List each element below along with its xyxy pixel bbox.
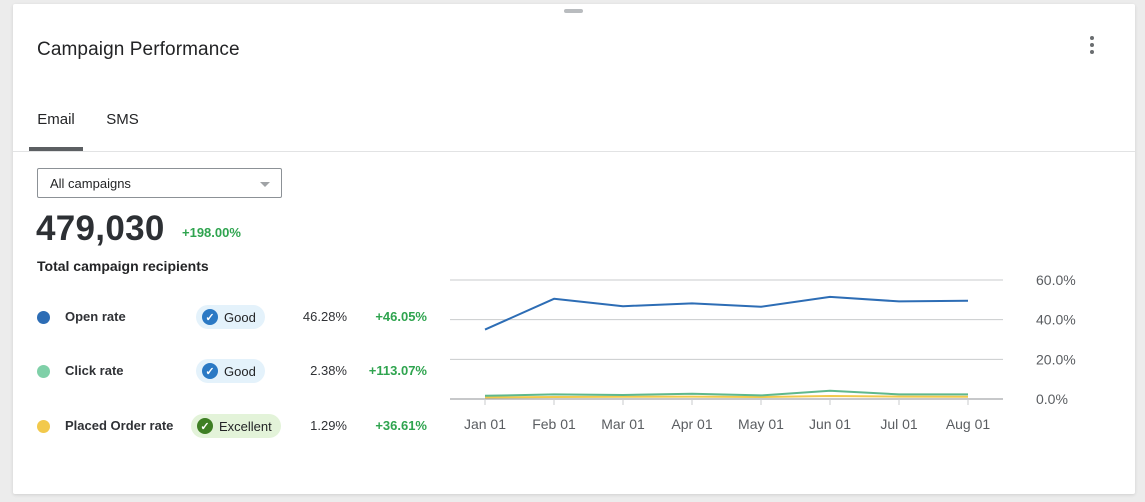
series-color-dot <box>37 420 50 433</box>
x-tick-label: Apr 01 <box>671 416 712 432</box>
x-tick-label: May 01 <box>738 416 784 432</box>
badge-label: Good <box>224 363 256 379</box>
checkmark-icon: ✓ <box>202 309 218 325</box>
caret-down-icon <box>260 182 270 187</box>
metric-name: Open rate <box>65 309 126 324</box>
metric-change: +113.07% <box>368 363 427 378</box>
dropdown-selected-value: All campaigns <box>50 176 131 191</box>
rates-line-chart: 60.0% 40.0% 20.0% 0.0% Jan 01 Feb 01 Mar 01 Apr… <box>450 272 1076 432</box>
total-recipients-change: +198.00% <box>182 225 241 240</box>
series-line <box>484 389 968 397</box>
metric-row-click-rate: Click rate ✓ Good 2.38% +113.07% <box>13 358 443 384</box>
status-badge: ✓ Excellent <box>191 414 281 438</box>
status-badge: ✓ Good <box>196 359 265 383</box>
series-color-dot <box>37 311 50 324</box>
status-badge: ✓ Good <box>196 305 265 329</box>
campaign-performance-card: Campaign Performance Email SMS All campa… <box>13 4 1135 494</box>
checkmark-icon: ✓ <box>197 418 213 434</box>
card-title: Campaign Performance <box>37 39 240 60</box>
metric-name: Click rate <box>65 363 124 378</box>
checkmark-icon: ✓ <box>202 363 218 379</box>
total-recipients-label: Total campaign recipients <box>37 258 209 274</box>
badge-label: Good <box>224 309 256 325</box>
series-line <box>484 395 969 399</box>
y-tick-label: 40.0% <box>1036 312 1076 328</box>
x-tick-label: Aug 01 <box>946 416 991 432</box>
x-tick-label: Jan 01 <box>464 416 506 432</box>
drag-handle[interactable] <box>564 9 583 13</box>
y-tick-label: 60.0% <box>1036 272 1076 288</box>
badge-label: Excellent <box>219 418 272 434</box>
y-tick-label: 20.0% <box>1036 351 1076 367</box>
metric-value: 1.29% <box>310 418 347 433</box>
tab-sms[interactable]: SMS <box>106 111 139 128</box>
tab-bar: Email SMS <box>13 104 1135 152</box>
tab-email[interactable]: Email <box>29 104 83 151</box>
metric-name: Placed Order rate <box>65 418 174 433</box>
metric-change: +36.61% <box>375 418 427 433</box>
metric-value: 2.38% <box>310 363 347 378</box>
series-color-dot <box>37 365 50 378</box>
y-tick-label: 0.0% <box>1036 391 1068 407</box>
vertical-ellipsis-icon <box>1090 36 1094 54</box>
metric-change: +46.05% <box>375 309 427 324</box>
x-tick-label: Mar 01 <box>601 416 645 432</box>
metric-row-open-rate: Open rate ✓ Good 46.28% +46.05% <box>13 304 443 330</box>
x-tick-label: Feb 01 <box>532 416 576 432</box>
series-line <box>484 295 969 331</box>
total-recipients-value: 479,030 <box>36 209 165 248</box>
x-tick-label: Jul 01 <box>880 416 918 432</box>
campaign-filter-dropdown[interactable]: All campaigns <box>37 168 282 198</box>
more-options-button[interactable] <box>1081 32 1103 58</box>
metric-row-placed-order-rate: Placed Order rate ✓ Excellent 1.29% +36.… <box>13 413 443 439</box>
x-tick-label: Jun 01 <box>809 416 851 432</box>
metric-value: 46.28% <box>302 309 347 324</box>
